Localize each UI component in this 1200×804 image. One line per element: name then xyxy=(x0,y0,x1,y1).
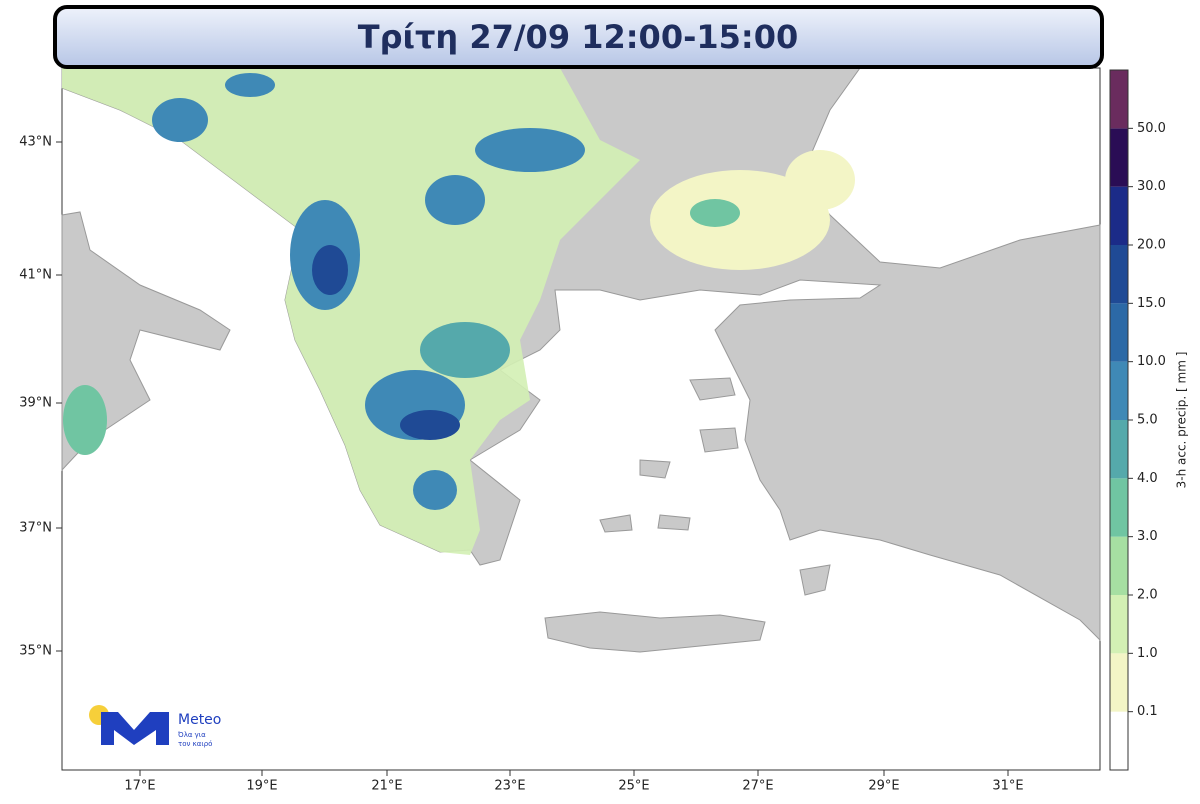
lon-label: 19°E xyxy=(246,779,277,794)
lat-label: 43°N xyxy=(19,135,52,150)
colorbar-label: 1.0 xyxy=(1137,646,1158,661)
logo: Meteo Όλα για τον καιρό xyxy=(89,705,221,748)
precip-area xyxy=(785,150,855,210)
colorbar-segment xyxy=(1110,70,1128,129)
colorbar-segment xyxy=(1110,420,1128,479)
lon-label: 25°E xyxy=(618,779,649,794)
precip-area xyxy=(152,98,208,142)
lat-label: 37°N xyxy=(19,521,52,536)
crete xyxy=(544,611,766,653)
lon-label: 31°E xyxy=(992,779,1023,794)
colorbar-segment xyxy=(1110,711,1128,770)
colorbar-segment xyxy=(1110,186,1128,245)
colorbar-label: 2.0 xyxy=(1137,588,1158,603)
colorbar-segment xyxy=(1110,128,1128,187)
colorbar-segment xyxy=(1110,595,1128,654)
logo-tagline: Όλα για xyxy=(177,731,206,739)
colorbar-label: 3.0 xyxy=(1137,529,1158,544)
title: Τρίτη 27/09 12:00-15:00 xyxy=(358,18,798,56)
colorbar-segment xyxy=(1110,478,1128,537)
colorbar-segment xyxy=(1110,536,1128,595)
logo-tagline: τον καιρό xyxy=(178,740,212,748)
colorbar-label: 15.0 xyxy=(1137,296,1166,311)
map xyxy=(61,67,1101,771)
island xyxy=(599,377,831,596)
colorbar-label: 4.0 xyxy=(1137,471,1158,486)
precip-area xyxy=(225,73,275,97)
precip-area xyxy=(650,170,830,270)
precip-area xyxy=(400,410,460,440)
logo-name: Meteo xyxy=(178,712,221,728)
logo-mark xyxy=(101,712,169,745)
lat-label: 41°N xyxy=(19,268,52,283)
lon-label: 23°E xyxy=(494,779,525,794)
colorbar-segment xyxy=(1110,361,1128,420)
colorbar-label: 50.0 xyxy=(1137,121,1166,136)
lon-label: 21°E xyxy=(371,779,402,794)
colorbar-label: 30.0 xyxy=(1137,179,1166,194)
lon-label: 17°E xyxy=(124,779,155,794)
precip xyxy=(62,68,855,555)
colorbar-segment xyxy=(1110,245,1128,304)
precip-area xyxy=(425,175,485,225)
colorbar-segment xyxy=(1110,303,1128,362)
precip-area xyxy=(312,245,348,295)
precip-area xyxy=(420,322,510,378)
precip-area xyxy=(413,470,457,510)
precip-area xyxy=(690,199,740,227)
precip-area xyxy=(63,385,107,455)
lat-label: 39°N xyxy=(19,396,52,411)
colorbar-label: 10.0 xyxy=(1137,354,1166,369)
colorbar-label: 0.1 xyxy=(1137,704,1158,719)
colorbar-segment xyxy=(1110,653,1128,712)
colorbar-title: 3-h acc. precip. [ mm ] xyxy=(1175,352,1189,489)
colorbar-label: 20.0 xyxy=(1137,238,1166,253)
colorbar-label: 5.0 xyxy=(1137,413,1158,428)
title-box xyxy=(53,5,1104,69)
lon-label: 29°E xyxy=(868,779,899,794)
precip-area xyxy=(62,68,640,555)
lat-label: 35°N xyxy=(19,644,52,659)
precip-area xyxy=(475,128,585,172)
lon-label: 27°E xyxy=(742,779,773,794)
